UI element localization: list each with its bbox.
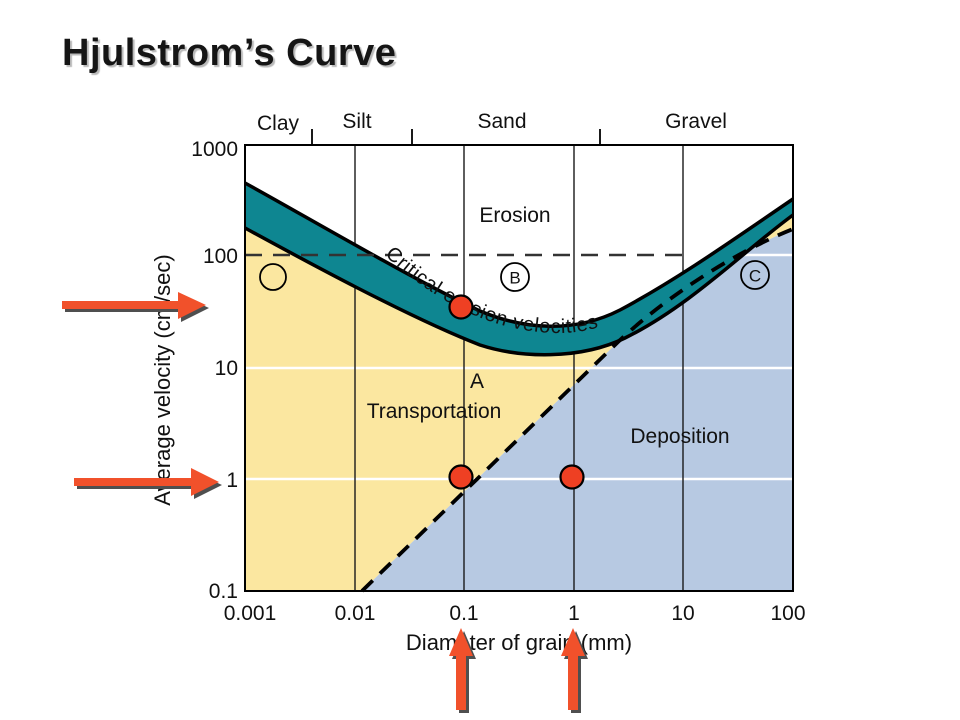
x-tick-0p1: 0.1	[449, 602, 478, 625]
x-tick-0p01: 0.01	[335, 602, 376, 625]
a-label: A	[470, 370, 484, 393]
circle-c-annotation	[740, 260, 770, 290]
transportation-label: Transportation	[367, 400, 502, 423]
erosion-label: Erosion	[479, 204, 550, 227]
circle-c-letter: C	[749, 267, 761, 286]
bottom-arrow-1mm	[561, 628, 588, 713]
bottom-arrow-0.1mm-body	[449, 628, 473, 710]
critical-erosion-lower-curve	[244, 213, 795, 357]
y-axis-title: Average velocity (cm/sec)	[150, 254, 175, 505]
y-tick-1: 1	[226, 469, 238, 492]
x-axis-title: Diameter of grain (mm)	[406, 630, 632, 655]
x-tick-0p001: 0.001	[224, 602, 277, 625]
y-tick-10: 10	[215, 357, 238, 380]
grain-label-clay: Clay	[257, 112, 300, 135]
empty-circle-annotation	[259, 263, 287, 291]
bottom-arrow-0.1mm	[449, 628, 476, 713]
marker-erosion-0.1mm	[448, 294, 474, 320]
left-arrow-upper	[62, 292, 209, 322]
x-tick-10: 10	[671, 602, 694, 625]
left-arrow-lower	[74, 468, 222, 499]
plot-frame	[244, 144, 794, 592]
y-tick-100: 100	[203, 245, 238, 268]
circle-b-letter: B	[509, 269, 520, 288]
critical-erosion-upper-curve	[244, 181, 794, 328]
grain-label-sand: Sand	[477, 110, 526, 133]
x-tick-1: 1	[568, 602, 580, 625]
y-tick-0p1: 0.1	[209, 580, 238, 603]
bottom-arrow-1mm-body	[561, 628, 585, 710]
circle-b-annotation	[500, 262, 530, 292]
transportation-region	[245, 215, 793, 591]
slide-title: Hjulstrom’s Curve	[62, 32, 397, 74]
x-tick-100: 100	[770, 602, 805, 625]
left-arrow-lower-body	[74, 468, 219, 496]
grain-label-gravel: Gravel	[665, 110, 727, 133]
grain-label-silt: Silt	[342, 110, 371, 133]
y-tick-1000: 1000	[191, 138, 238, 161]
marker-1cms-0.1mm	[448, 464, 474, 490]
left-arrow-upper-body	[62, 292, 206, 319]
marker-1cms-1mm	[559, 464, 585, 490]
deposition-label: Deposition	[630, 425, 729, 448]
deposition-region	[362, 229, 793, 591]
settling-velocity-line	[360, 227, 794, 593]
